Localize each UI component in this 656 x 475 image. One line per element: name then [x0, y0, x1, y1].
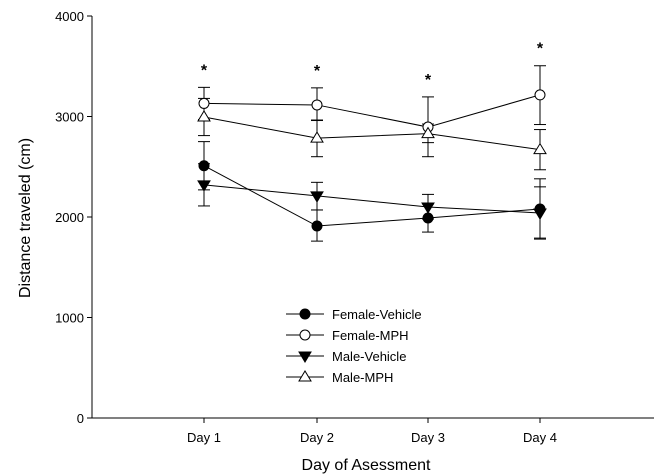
significance-asterisk: * — [537, 41, 544, 58]
male-vehicle-point — [421, 202, 435, 214]
female-vehicle-point — [311, 220, 323, 232]
axes: 0 1000 2000 3000 4000 Day 1 Day 2 Day 3 Day 4 — [55, 9, 654, 445]
x-tick-label: Day 1 — [187, 430, 221, 445]
legend-marker-male-vehicle — [298, 351, 312, 363]
legend-label-female-vehicle: Female-Vehicle — [332, 307, 422, 322]
male-mph-point — [197, 110, 211, 122]
y-tick-label: 2000 — [55, 210, 84, 225]
male-mph-point — [310, 131, 324, 143]
female-mph-point — [311, 99, 323, 111]
series-markers — [197, 89, 547, 232]
legend: Female-Vehicle Female-MPH Male-Vehicle Male… — [286, 307, 422, 385]
female-vehicle-point — [198, 160, 210, 172]
legend-label-male-vehicle: Male-Vehicle — [332, 349, 406, 364]
error-bars — [198, 65, 546, 242]
male-vehicle-line — [203, 184, 541, 214]
female-mph-point — [198, 97, 210, 109]
male-vehicle-point — [310, 191, 324, 203]
legend-marker-female-mph — [299, 329, 311, 341]
female-vehicle-line — [203, 165, 541, 227]
y-tick-label: 1000 — [55, 311, 84, 326]
male-mph-line — [203, 116, 541, 151]
x-tick-label: Day 4 — [523, 430, 557, 445]
x-tick-label: Day 3 — [411, 430, 445, 445]
x-tick-label: Day 2 — [300, 430, 334, 445]
male-vehicle-point — [197, 180, 211, 192]
legend-label-female-mph: Female-MPH — [332, 328, 409, 343]
y-tick-label: 0 — [77, 411, 84, 426]
legend-label-male-mph: Male-MPH — [332, 370, 393, 385]
y-tick-label: 4000 — [55, 9, 84, 24]
legend-marker-male-mph — [298, 370, 312, 382]
significance-asterisk: * — [314, 63, 321, 80]
female-mph-line — [203, 94, 541, 128]
female-mph-point — [534, 89, 546, 101]
male-mph-point — [421, 126, 435, 139]
y-tick-label: 3000 — [55, 110, 84, 125]
male-vehicle-point — [533, 208, 547, 220]
female-vehicle-point — [422, 212, 434, 224]
x-axis-title: Day of Asessment — [302, 457, 432, 474]
significance-annotations: * * * * — [201, 41, 544, 89]
series-lines — [203, 94, 541, 227]
significance-asterisk: * — [425, 72, 432, 89]
significance-asterisk: * — [201, 62, 208, 79]
y-axis-title: Distance traveled (cm) — [17, 138, 34, 298]
male-mph-point — [533, 142, 547, 155]
legend-marker-female-vehicle — [299, 308, 311, 320]
